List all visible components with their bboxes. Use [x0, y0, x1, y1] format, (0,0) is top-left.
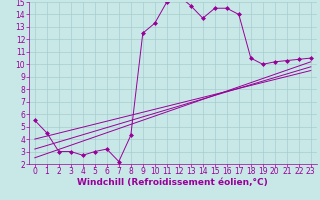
X-axis label: Windchill (Refroidissement éolien,°C): Windchill (Refroidissement éolien,°C) — [77, 178, 268, 187]
